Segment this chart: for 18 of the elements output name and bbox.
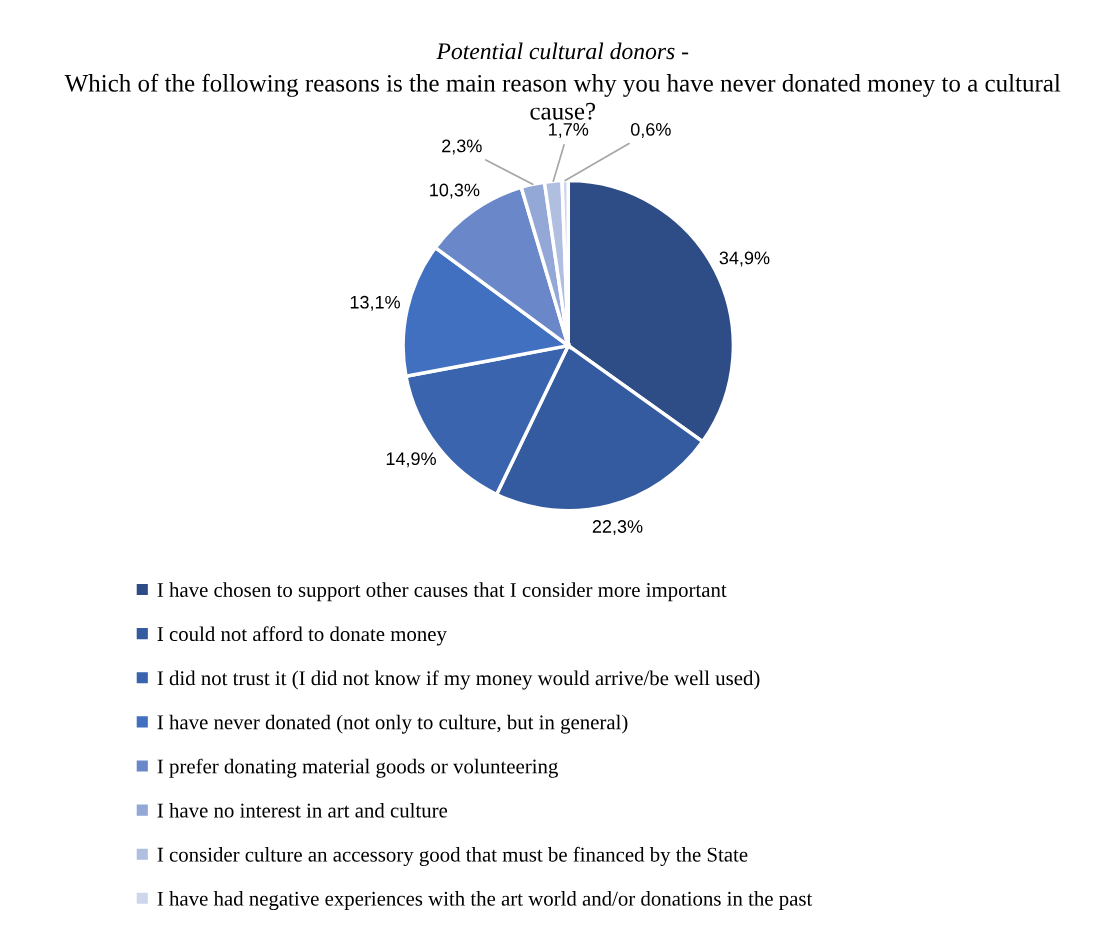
- legend-label: I consider culture an accessory good that must be financed by the State: [157, 846, 748, 866]
- chart-subtitle: Which of the following reasons is the main reason why you have never donated money to a cultural cause?: [64, 73, 1061, 120]
- legend-label: I have chosen to support other causes that I consider more important: [157, 582, 727, 602]
- data-label: 14,9%: [386, 452, 436, 468]
- data-label: 0,6%: [630, 123, 671, 138]
- data-label: 2,3%: [442, 139, 482, 155]
- data-label: 34,9%: [719, 251, 770, 267]
- legend-label: I prefer donating material goods or volunteering: [157, 758, 558, 778]
- legend-label: I have had negative experiences with the art world and/or donations in the past: [157, 891, 813, 911]
- legend-label: I could not afford to donate money: [157, 626, 447, 646]
- data-label: 10,3%: [430, 183, 480, 199]
- data-label: 1,7%: [549, 123, 589, 138]
- legend-label: I have never donated (not only to culture, but in general): [157, 714, 628, 734]
- legend-label: I did not trust it (I did not know if my money would arrive/be well used): [157, 670, 760, 690]
- data-label: 22,3%: [592, 520, 643, 536]
- data-label: 13,1%: [350, 295, 400, 311]
- legend-label: I have no interest in art and culture: [157, 802, 448, 818]
- chart-title: Potential cultural donors -: [436, 42, 689, 60]
